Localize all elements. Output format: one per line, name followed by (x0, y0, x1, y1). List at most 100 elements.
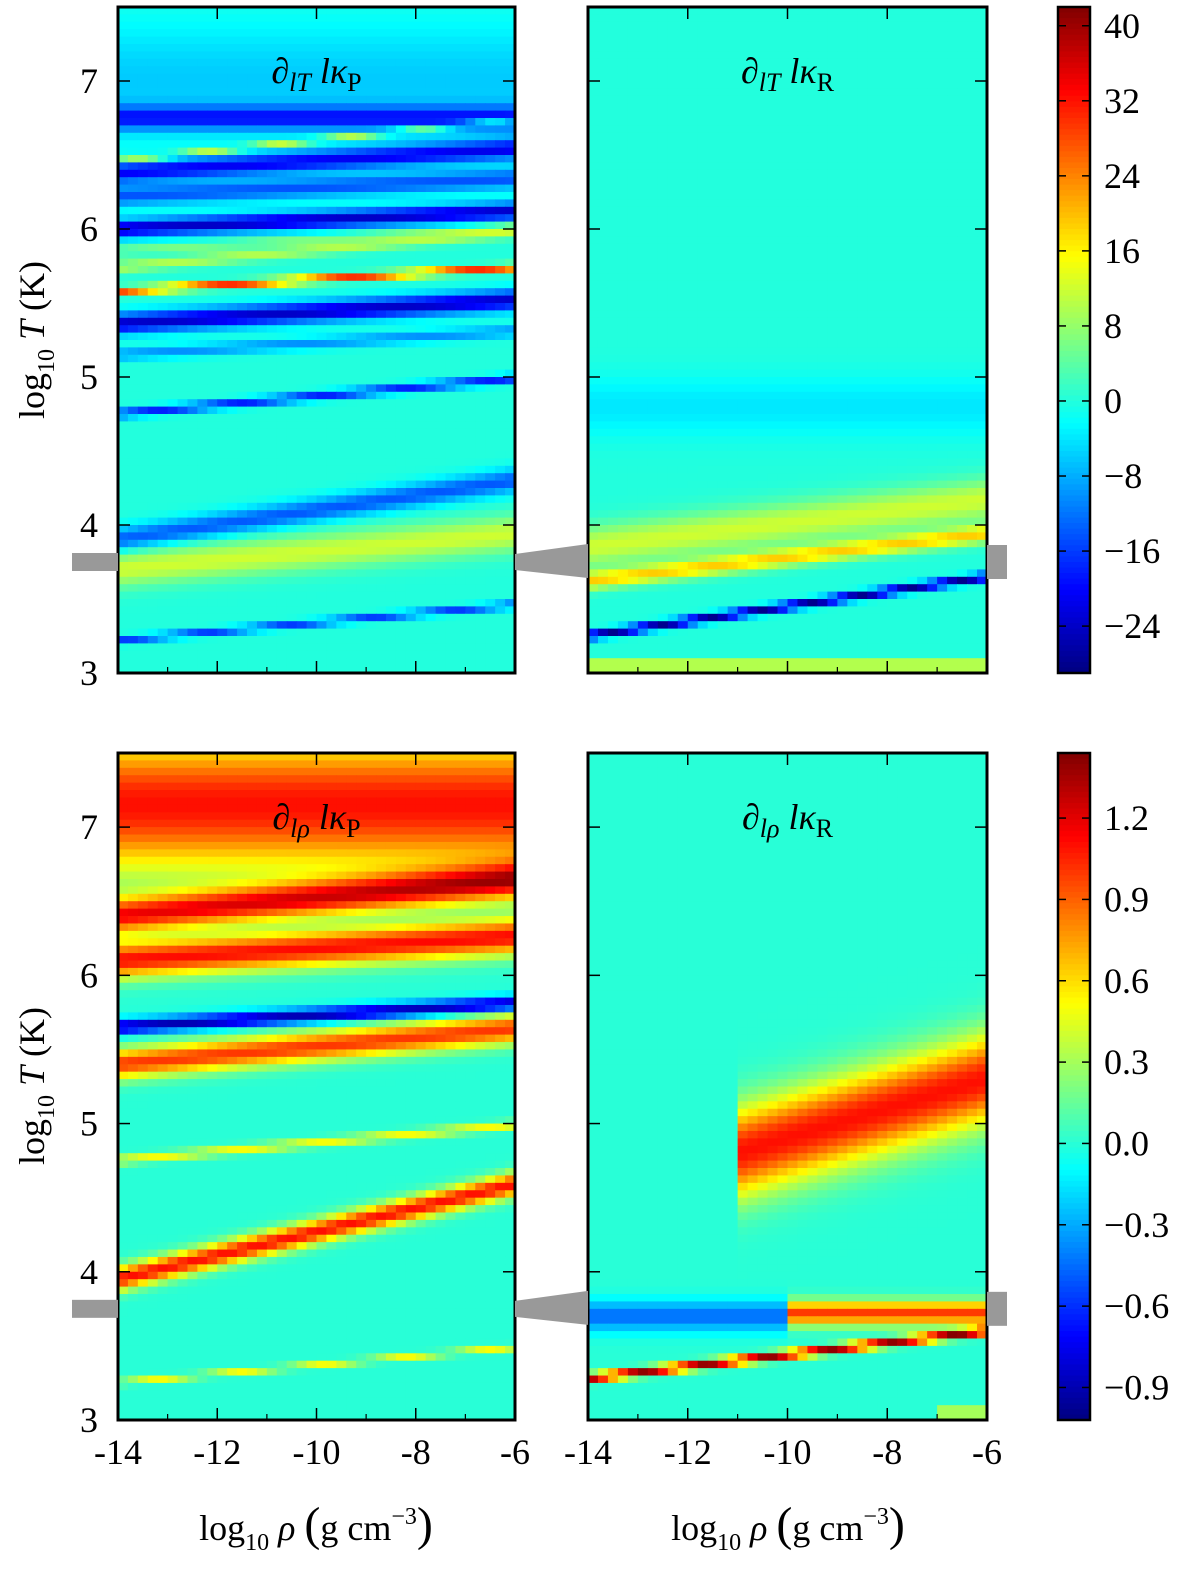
panel-top-left-cell (415, 303, 427, 311)
panel-top-left-cell (435, 325, 447, 334)
panel-top-right-cell (677, 7, 689, 15)
panel-top-left-cell (247, 81, 258, 89)
panel-top-right-cell (767, 199, 779, 208)
panel-top-right-cell (607, 51, 619, 60)
panel-top-right-cell (837, 88, 848, 97)
panel-top-right-cell (927, 132, 938, 141)
panel-top-left-cell (167, 480, 179, 489)
panel-top-left-cell (366, 7, 377, 15)
panel-top-left-cell (177, 658, 189, 667)
panel-top-left-cell (435, 473, 447, 482)
panel-top-left-cell (127, 325, 139, 334)
panel-top-left-cell (157, 66, 169, 75)
panel-top-right-cell (757, 110, 769, 119)
panel-top-right-cell (757, 81, 769, 89)
panel-top-left-cell (127, 155, 139, 163)
panel-top-left-cell (266, 199, 278, 208)
panel-top-right-cell (777, 73, 789, 82)
panel-top-left-cell (475, 451, 486, 459)
panel-top-left-cell (256, 273, 268, 282)
panel-top-right-cell (677, 14, 689, 23)
panel-top-left-cell (346, 44, 357, 52)
panel-top-right-cell (897, 36, 908, 45)
panel-top-left-cell (465, 340, 476, 348)
panel-top-left-cell (346, 488, 357, 496)
panel-top-left-cell (296, 480, 308, 489)
panel-top-left-cell (266, 591, 278, 600)
panel-top-left-cell (495, 628, 506, 637)
panel-top-left-cell (276, 266, 288, 274)
panel-top-left-cell (256, 650, 268, 659)
panel-top-right-cell (967, 132, 978, 141)
panel-top-left-cell (395, 495, 407, 504)
panel-top-right-cell (727, 184, 739, 193)
panel-top-left-cell (316, 480, 328, 489)
panel-top-right-cell (617, 21, 629, 30)
panel-top-left-cell (247, 406, 258, 415)
panel-top-left-cell (306, 221, 318, 230)
panel-top-left-cell (415, 665, 427, 674)
panel-top-left-cell (356, 310, 367, 319)
panel-top-right-cell (907, 184, 918, 193)
panel-top-left-cell (505, 525, 516, 533)
panel-top-right-cell (617, 103, 629, 112)
panel-top-left-cell (465, 118, 476, 126)
panel-top-left-cell (495, 118, 506, 126)
panel-top-left-cell (385, 562, 397, 570)
panel-top-right-cell (907, 21, 918, 30)
panel-top-left-cell (445, 532, 457, 541)
panel-top-left-cell (296, 391, 308, 400)
panel-top-right-cell (957, 51, 968, 60)
panel-top-right-cell (667, 199, 679, 208)
panel-top-left-cell (227, 103, 238, 112)
panel-top-left-cell (356, 465, 367, 474)
panel-top-left-cell (376, 584, 387, 593)
panel-top-left-cell (207, 643, 218, 652)
panel-top-left-cell (316, 243, 328, 252)
panel-top-right-cell (657, 199, 669, 208)
panel-top-left-cell (405, 547, 417, 556)
panel-top-left-cell (306, 103, 318, 112)
panel-top-right-cell (677, 162, 689, 171)
panel-top-left-cell (187, 443, 199, 452)
panel-top-left-cell (316, 162, 328, 171)
panel-top-left-cell (137, 599, 149, 607)
panel-top-left-cell (505, 384, 516, 393)
panel-top-left-cell (395, 643, 407, 652)
panel-top-left-title: ∂lT lκP (271, 51, 361, 97)
panel-top-left-cell (326, 273, 337, 282)
panel-top-right-cell (607, 199, 619, 208)
panel-top-left-cell (167, 51, 179, 60)
panel-top-left-cell (296, 488, 308, 496)
panel-top-left-cell (177, 36, 189, 45)
panel-top-left-cell (415, 480, 427, 489)
panel-top-left-cell (266, 29, 278, 38)
panel-top-left-cell (415, 132, 427, 141)
panel-top-left-cell (217, 665, 228, 674)
panel-top-right-cell (747, 132, 759, 141)
panel-top-left-cell (326, 162, 337, 171)
panel-top-left-cell (385, 621, 397, 630)
panel-top-left-cell (276, 510, 288, 519)
panel-top-left-cell (425, 406, 437, 415)
panel-top-left-cell (455, 14, 466, 23)
panel-top-left-cell (237, 621, 248, 630)
panel-top-left-cell (415, 295, 427, 304)
panel-top-right-cell (977, 140, 988, 149)
panel-top-left-cell (366, 236, 377, 245)
panel-top-right-cell (797, 162, 809, 171)
panel-top-left-cell (435, 236, 447, 245)
panel-top-left-cell (455, 606, 466, 615)
panel-top-left-cell (425, 88, 437, 97)
panel-top-left-cell (475, 591, 486, 600)
panel-top-left-cell (405, 340, 417, 348)
panel-top-right-cell (657, 36, 669, 45)
panel-top-left-cell (415, 576, 427, 585)
panel-top-left-cell (137, 266, 149, 274)
panel-top-right-cell (827, 7, 838, 15)
panel-top-left-cell (336, 391, 347, 400)
panel-top-right-cell (877, 184, 888, 193)
panel-top-right-cell (897, 214, 908, 223)
panel-top-left-cell (207, 436, 218, 445)
panel-top-left-cell (395, 650, 407, 659)
